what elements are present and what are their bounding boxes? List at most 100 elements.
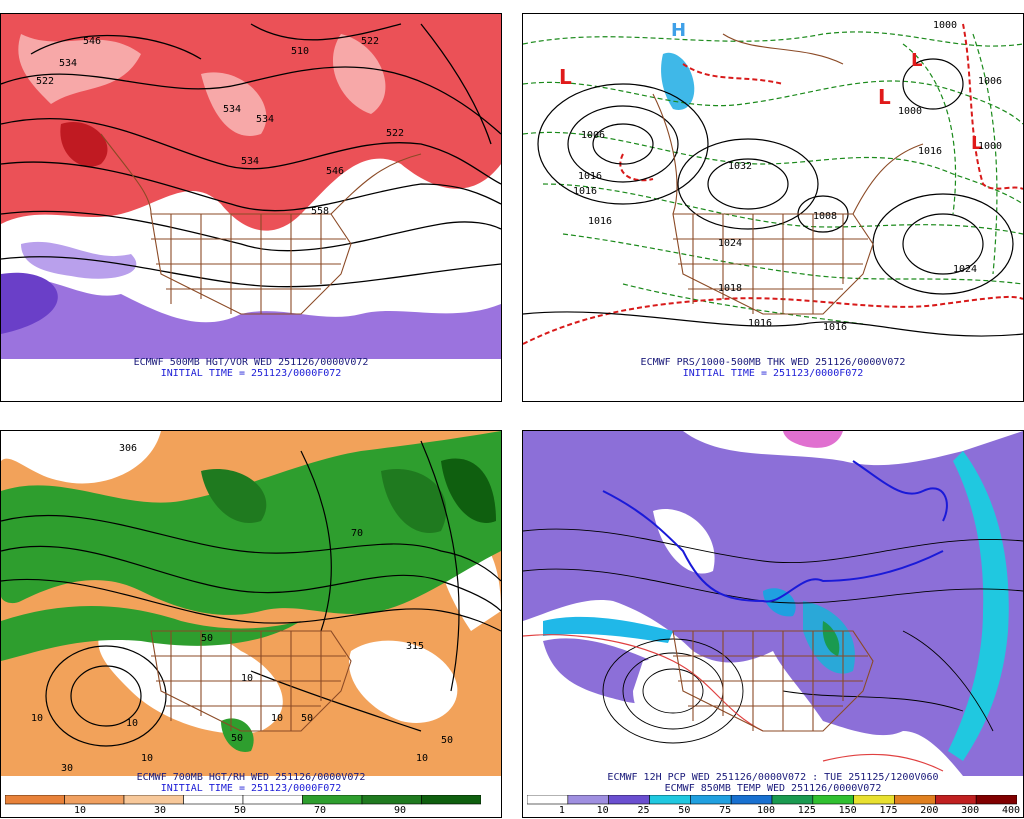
contour-label: 10 bbox=[271, 713, 283, 724]
contour-label: 10 bbox=[141, 753, 153, 764]
contour-label: 522 bbox=[36, 76, 54, 87]
contour-label: 315 bbox=[406, 641, 424, 652]
contour-label: 1024 bbox=[718, 238, 742, 249]
contour-label: 1016 bbox=[578, 171, 602, 182]
precip-legend-bar bbox=[527, 795, 1017, 805]
contour-label: 30 bbox=[61, 763, 73, 774]
legend-tick-label: 50 bbox=[233, 805, 247, 816]
legend-tick-label: 100 bbox=[756, 805, 776, 816]
contour-label: 50 bbox=[231, 733, 243, 744]
legend-swatch bbox=[608, 795, 650, 805]
contour-label: 534 bbox=[223, 104, 241, 115]
legend-tick-label: 175 bbox=[879, 805, 898, 816]
low-pressure-marker: L bbox=[878, 85, 891, 109]
contour-label: 10 bbox=[241, 673, 253, 684]
contour-label: 10 bbox=[31, 713, 43, 724]
legend-swatch bbox=[421, 795, 481, 805]
legend-swatch bbox=[123, 795, 184, 805]
legend-tick-label: 10 bbox=[596, 805, 609, 816]
precip-legend-ticks: 1 10 25 50 75 100 125 150 175 200 300 400 bbox=[527, 805, 1021, 817]
legend-swatch bbox=[302, 795, 363, 805]
rh-legend: 10 30 50 70 90 bbox=[5, 795, 481, 817]
low-pressure-marker: L bbox=[559, 65, 572, 89]
panel-prs-thickness: L L L L H 1000 1006 1006 1016 1016 1016 … bbox=[522, 13, 1024, 402]
contour-label: 70 bbox=[351, 528, 363, 539]
caption-block: ECMWF PRS/1000-500MB THK WED 251126/0000… bbox=[523, 357, 1023, 379]
contour-label: 1016 bbox=[748, 318, 772, 329]
vorticity-map: 546 534 522 534 510 522 534 522 534 546 … bbox=[1, 14, 501, 359]
contour-label: 50 bbox=[441, 735, 453, 746]
contour-label: 1032 bbox=[728, 161, 752, 172]
contour-label: 10 bbox=[416, 753, 428, 764]
contour-label: 1000 bbox=[933, 20, 957, 31]
legend-tick-label: 70 bbox=[313, 805, 327, 816]
legend-tick-label: 30 bbox=[153, 805, 167, 816]
contour-label: 558 bbox=[311, 206, 329, 217]
humidity-map: 306 315 10 50 70 10 10 50 10 50 10 10 50… bbox=[1, 431, 501, 776]
map-caption: ECMWF 12H PCP WED 251126/0000V072 : TUE … bbox=[607, 772, 939, 783]
contour-label: 510 bbox=[291, 46, 309, 57]
legend-swatch bbox=[64, 795, 125, 805]
contour-label: 546 bbox=[83, 36, 101, 47]
initial-time: INITIAL TIME = 251123/0000F072 bbox=[160, 783, 342, 794]
caption-block: ECMWF 700MB HGT/RH WED 251126/0000V072 I… bbox=[1, 772, 501, 794]
legend-tick-label: 400 bbox=[1001, 805, 1021, 816]
legend-swatch bbox=[730, 795, 773, 805]
contour-label: 1016 bbox=[823, 322, 847, 333]
legend-swatch bbox=[771, 795, 814, 805]
legend-swatch bbox=[242, 795, 303, 805]
contour-label: 1016 bbox=[588, 216, 612, 227]
caption-block: ECMWF 500MB HGT/VOR WED 251126/0000V072 … bbox=[1, 357, 501, 379]
legend-swatch bbox=[5, 795, 65, 805]
legend-tick-label: 300 bbox=[961, 805, 980, 816]
contour-label: 522 bbox=[361, 36, 379, 47]
rh-legend-ticks: 10 30 50 70 90 bbox=[5, 805, 481, 817]
legend-swatch bbox=[812, 795, 854, 805]
legend-tick-label: 25 bbox=[637, 805, 650, 816]
contour-label: 546 bbox=[326, 166, 344, 177]
panel-12h-pcp-850mb-temp: ECMWF 12H PCP WED 251126/0000V072 : TUE … bbox=[522, 430, 1024, 818]
contour-label: 1000 bbox=[978, 141, 1002, 152]
legend-tick-label: 90 bbox=[393, 805, 407, 816]
precip-legend: 1 10 25 50 75 100 125 150 175 200 300 400 bbox=[527, 795, 1021, 817]
panel-500mb-hgt-vor: 546 534 522 534 510 522 534 522 534 546 … bbox=[0, 13, 502, 402]
contour-label: 10 bbox=[126, 718, 138, 729]
rh-legend-bar bbox=[5, 795, 481, 805]
contour-label: 522 bbox=[386, 128, 404, 139]
contour-label: 306 bbox=[119, 443, 137, 454]
contour-label: 534 bbox=[256, 114, 274, 125]
high-pressure-marker: H bbox=[671, 20, 686, 41]
legend-tick-label: 75 bbox=[719, 805, 732, 816]
legend-swatch bbox=[935, 795, 977, 805]
legend-swatch bbox=[853, 795, 895, 805]
legend-tick-label: 50 bbox=[678, 805, 691, 816]
legend-swatch bbox=[527, 795, 569, 805]
low-pressure-marker: L bbox=[911, 50, 922, 71]
contour-label: 50 bbox=[301, 713, 313, 724]
initial-time: INITIAL TIME = 251123/0000F072 bbox=[682, 368, 864, 379]
legend-swatch bbox=[894, 795, 936, 805]
low-pressure-marker: L bbox=[971, 133, 982, 154]
panel-700mb-hgt-rh: 306 315 10 50 70 10 10 50 10 50 10 10 50… bbox=[0, 430, 502, 818]
contour-label: 1000 bbox=[898, 106, 922, 117]
legend-tick-label: 200 bbox=[920, 805, 939, 816]
legend-swatch bbox=[649, 795, 691, 805]
contour-label: 534 bbox=[59, 58, 77, 69]
legend-swatch bbox=[975, 795, 1017, 805]
contour-label: 1006 bbox=[581, 130, 605, 141]
pressure-map: L L L L H 1000 1006 1006 1016 1016 1016 … bbox=[523, 14, 1023, 359]
contour-label: 534 bbox=[241, 156, 259, 167]
legend-swatch bbox=[690, 795, 732, 805]
legend-swatch bbox=[567, 795, 609, 805]
legend-tick-label: 150 bbox=[838, 805, 857, 816]
contour-label: 1016 bbox=[573, 186, 597, 197]
initial-time: INITIAL TIME = 251123/0000F072 bbox=[160, 368, 342, 379]
caption-block: ECMWF 12H PCP WED 251126/0000V072 : TUE … bbox=[523, 772, 1023, 794]
map-caption-2: ECMWF 850MB TEMP WED 251126/0000V072 bbox=[664, 783, 882, 794]
legend-swatch bbox=[361, 795, 422, 805]
contour-label: 1024 bbox=[953, 264, 977, 275]
contour-label: 1006 bbox=[978, 76, 1002, 87]
legend-tick-label: 1 bbox=[558, 805, 565, 816]
precip-map bbox=[523, 431, 1023, 776]
legend-tick-label: 125 bbox=[797, 805, 816, 816]
